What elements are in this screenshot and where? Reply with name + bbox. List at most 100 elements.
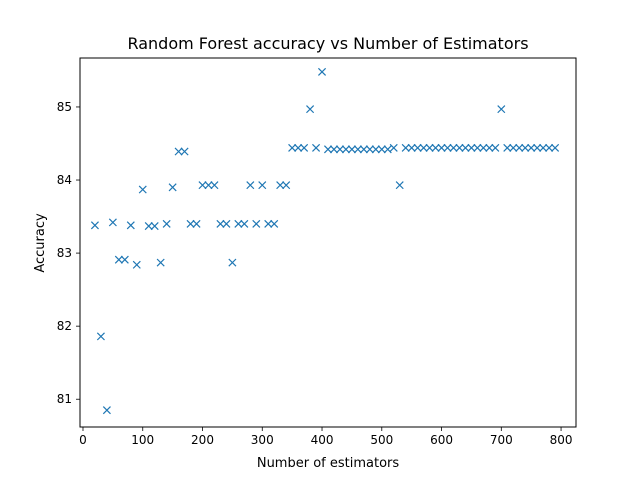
data-point-marker (539, 143, 548, 152)
data-point-marker (156, 258, 165, 267)
data-point-marker (503, 143, 512, 152)
data-point-marker (491, 143, 500, 152)
data-point-marker (102, 406, 111, 415)
data-point-marker (485, 143, 494, 152)
data-point-marker (317, 67, 327, 76)
data-point-marker (96, 332, 105, 341)
data-point-marker (371, 145, 380, 154)
data-point-marker (216, 219, 225, 228)
data-point-marker (252, 219, 261, 228)
data-point-marker (282, 181, 291, 190)
data-point-marker (90, 221, 99, 230)
data-point-marker (545, 143, 554, 152)
data-point-marker (228, 258, 237, 267)
x-tick-label: 800 (550, 433, 573, 447)
data-point-marker (126, 221, 135, 230)
data-point-marker (192, 219, 201, 228)
data-point-marker (497, 105, 506, 114)
data-point-marker (455, 143, 464, 152)
data-point-marker (521, 143, 530, 152)
data-point-marker (527, 143, 536, 152)
data-point-marker (234, 219, 243, 228)
x-axis: 0 100 200 300 400 500 600 700 800 (79, 427, 573, 447)
data-point-marker (425, 143, 434, 152)
data-point-marker (323, 145, 333, 154)
x-tick-label: 400 (311, 433, 334, 447)
data-point-marker (108, 218, 117, 227)
data-point-marker (294, 143, 303, 152)
data-point-marker (114, 255, 123, 264)
x-tick-label: 600 (430, 433, 453, 447)
data-point-marker (341, 145, 350, 154)
y-tick-label: 82 (57, 319, 72, 333)
data-point-marker (383, 145, 392, 154)
data-point-marker (258, 181, 267, 190)
data-point-marker (479, 143, 488, 152)
x-tick-label: 0 (79, 433, 87, 447)
data-point-marker (509, 143, 518, 152)
data-point-marker (389, 143, 398, 152)
data-point-marker (449, 143, 458, 152)
data-point-marker (329, 145, 339, 154)
chart-title: Random Forest accuracy vs Number of Esti… (127, 34, 528, 53)
data-point-marker (168, 183, 177, 192)
x-tick-label: 700 (490, 433, 513, 447)
data-point-marker (437, 143, 446, 152)
data-point-marker (300, 143, 309, 152)
data-point-marker (353, 145, 362, 154)
data-point-marker (365, 145, 374, 154)
data-point-marker (246, 181, 255, 190)
data-point-marker (132, 260, 141, 269)
axes-frame (79, 57, 577, 428)
x-tick-label: 100 (131, 433, 154, 447)
y-tick-label: 85 (57, 100, 72, 114)
x-tick-label: 300 (251, 433, 274, 447)
data-point-marker (174, 147, 183, 156)
data-point-marker (186, 219, 195, 228)
data-point-marker (180, 147, 189, 156)
data-point-marker (407, 143, 416, 152)
data-point-marker (431, 143, 440, 152)
y-axis: 81 82 83 84 85 (57, 100, 80, 406)
data-point-marker (120, 255, 129, 264)
data-point-marker (533, 143, 542, 152)
data-point-marker (347, 145, 356, 154)
data-point-marker (443, 143, 452, 152)
data-point-marker (276, 181, 285, 190)
data-point-marker (419, 143, 428, 152)
data-point-marker (401, 143, 410, 152)
data-point-marker (198, 181, 207, 190)
data-point-marker (264, 219, 273, 228)
y-axis-label: Accuracy (33, 213, 48, 273)
data-point-marker (473, 143, 482, 152)
data-point-marker (359, 145, 368, 154)
plot-area (79, 57, 577, 428)
data-point-marker (222, 219, 231, 228)
x-axis-label: Number of estimators (257, 456, 400, 471)
y-tick-label: 81 (57, 392, 72, 406)
data-point-marker (467, 143, 476, 152)
data-point-marker (306, 105, 315, 114)
data-point-marker (204, 181, 213, 190)
data-point-marker (515, 143, 524, 152)
data-point-marker (144, 222, 153, 231)
data-point-marker (150, 222, 159, 231)
data-point-marker (395, 181, 404, 190)
data-point-marker (312, 143, 321, 152)
data-points (90, 67, 560, 415)
data-point-marker (138, 185, 147, 194)
data-point-marker (210, 181, 219, 190)
data-point-marker (288, 143, 297, 152)
data-point-marker (162, 219, 171, 228)
data-point-marker (551, 143, 560, 152)
data-point-marker (335, 145, 344, 154)
data-point-marker (377, 145, 386, 154)
x-tick-label: 200 (191, 433, 214, 447)
data-point-marker (461, 143, 470, 152)
y-tick-label: 84 (57, 173, 72, 187)
data-point-marker (270, 219, 279, 228)
x-tick-label: 500 (370, 433, 393, 447)
data-point-marker (240, 219, 249, 228)
